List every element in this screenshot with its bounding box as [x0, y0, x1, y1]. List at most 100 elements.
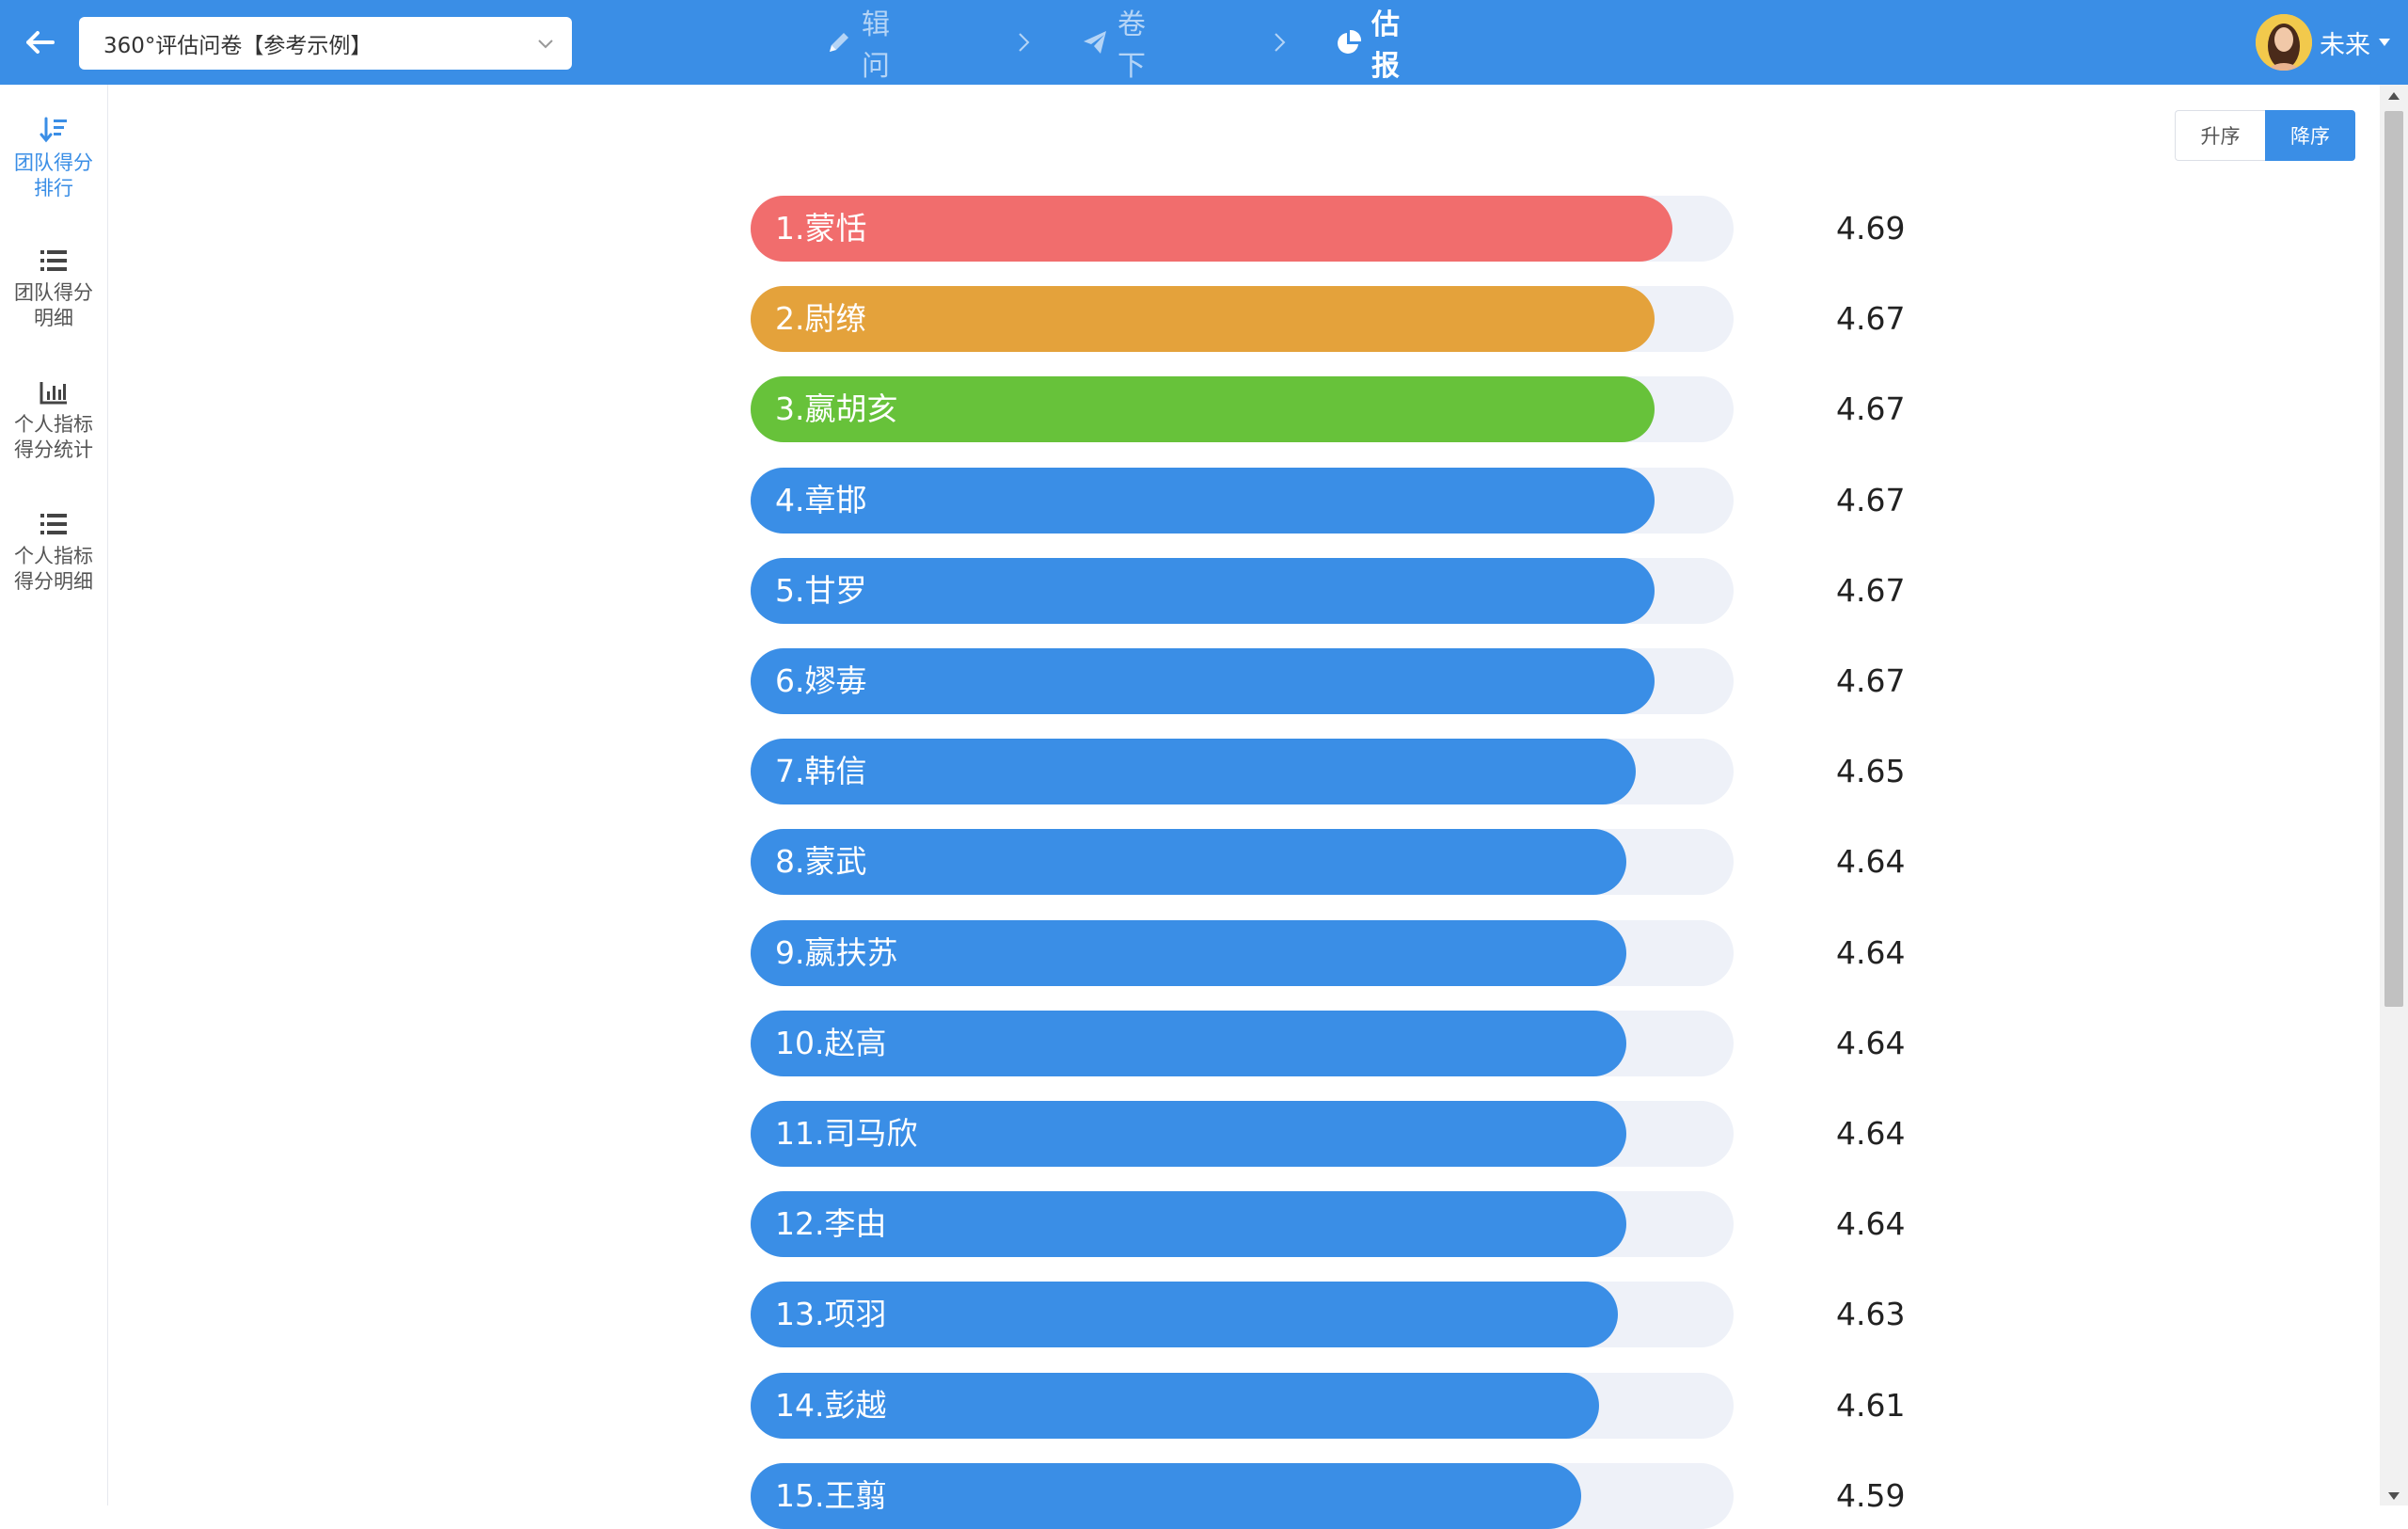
vertical-scrollbar[interactable]: [2380, 85, 2408, 1505]
ranking-row: 6.嫪毐 4.67: [751, 648, 1905, 714]
member-name-label: 15.王翦: [775, 1477, 887, 1514]
ranking-row: 7.韩信 4.65: [751, 739, 1905, 804]
score-value: 4.67: [1836, 390, 1906, 427]
step-label: 问卷下发: [1117, 8, 1146, 124]
sidebar-item-label: 团队得分明细: [14, 281, 93, 329]
score-value: 4.67: [1836, 300, 1906, 337]
score-bar: [751, 196, 1672, 262]
back-button[interactable]: [19, 21, 62, 64]
ranking-row: 11.司马欣 4.64: [751, 1101, 1905, 1167]
ranking-row: 10.赵高 4.64: [751, 1011, 1905, 1076]
score-value: 4.61: [1836, 1387, 1906, 1424]
score-bar: [751, 829, 1626, 895]
score-value: 4.64: [1836, 1205, 1906, 1242]
sidebar-item-label: 团队得分排行: [14, 151, 93, 199]
sidebar-item-label: 个人指标得分明细: [14, 545, 93, 593]
score-bar: [751, 286, 1655, 352]
ranking-row: 13.项羽 4.63: [751, 1282, 1905, 1347]
score-bar: [751, 1282, 1618, 1347]
ranking-row: 12.李由 4.64: [751, 1191, 1905, 1257]
sort-descending-button[interactable]: 降序: [2265, 110, 2355, 161]
member-name-label: 7.韩信: [775, 753, 867, 789]
ranking-row: 8.蒙武 4.64: [751, 829, 1905, 895]
score-bar: [751, 739, 1636, 804]
member-name-label: 1.蒙恬: [775, 210, 867, 247]
sidebar-item-team-details[interactable]: 团队得分明细: [0, 248, 107, 331]
score-value: 4.64: [1836, 934, 1906, 971]
ranking-row: 1.蒙恬 4.69: [751, 196, 1905, 262]
list-icon: [40, 250, 67, 271]
sort-descending-icon: [40, 117, 67, 143]
ranking-row: 14.彭越 4.61: [751, 1373, 1905, 1439]
score-bar: [751, 648, 1655, 714]
member-name-label: 4.章邯: [775, 482, 867, 518]
score-bar: [751, 1373, 1599, 1439]
chevron-right-icon: [1275, 33, 1286, 52]
scrollbar-thumb[interactable]: [2384, 111, 2403, 1007]
step-label: 评估报告: [1371, 8, 1400, 124]
caret-down-icon: [2379, 39, 2390, 46]
paper-plane-icon: [1082, 29, 1108, 56]
scroll-down-arrow-icon[interactable]: [2388, 1492, 2400, 1500]
score-value: 4.67: [1836, 572, 1906, 609]
member-name-label: 9.嬴扶苏: [775, 934, 898, 971]
score-value: 4.67: [1836, 662, 1906, 699]
member-name-label: 11.司马欣: [775, 1115, 918, 1152]
scroll-up-arrow-icon[interactable]: [2388, 92, 2400, 100]
score-value: 4.64: [1836, 1115, 1906, 1152]
sidebar-item-team-ranking[interactable]: 团队得分排行: [0, 117, 107, 201]
sidebar-item-individual-statistics[interactable]: 个人指标得分统计: [0, 380, 107, 463]
top-navigation-bar: 360°评估问卷【参考示例】 编辑问卷 问卷下发: [0, 0, 2408, 124]
score-bar: [751, 558, 1655, 624]
user-name: 未来: [2320, 30, 2370, 60]
score-bar: [751, 376, 1655, 442]
score-value: 4.67: [1836, 482, 1906, 518]
step-assessment-report[interactable]: 评估报告: [1336, 0, 1400, 124]
score-value: 4.64: [1836, 1025, 1906, 1061]
score-bar: [751, 1101, 1626, 1167]
score-value: 4.63: [1836, 1296, 1906, 1332]
ranking-row: 3.嬴胡亥 4.67: [751, 376, 1905, 442]
member-name-label: 2.尉缭: [775, 300, 867, 337]
survey-select-value: 360°评估问卷【参考示例】: [103, 34, 372, 58]
survey-select[interactable]: 360°评估问卷【参考示例】: [79, 17, 572, 70]
step-label: 编辑问卷: [862, 8, 890, 124]
user-menu[interactable]: 未来: [2256, 13, 2391, 72]
score-bar: [751, 1191, 1626, 1257]
member-name-label: 5.甘罗: [775, 572, 867, 609]
member-name-label: 3.嬴胡亥: [775, 390, 898, 427]
member-name-label: 12.李由: [775, 1205, 887, 1242]
sort-ascending-button[interactable]: 升序: [2175, 110, 2265, 161]
step-edit-survey[interactable]: 编辑问卷: [826, 0, 890, 124]
team-ranking-panel: 升序 降序 1.蒙恬 4.69 2.尉缭 4.67 3.嬴胡亥 4.67 4.章邯 4.67 5…: [108, 85, 2380, 1529]
score-value: 4.59: [1836, 1477, 1906, 1514]
arrow-left-icon: [26, 31, 55, 54]
sort-toggle: 升序 降序: [2175, 110, 2355, 161]
sidebar-item-individual-details[interactable]: 个人指标得分明细: [0, 512, 107, 595]
score-bar: [751, 468, 1655, 534]
pie-chart-icon: [1336, 29, 1362, 56]
chevron-down-icon: [538, 40, 553, 49]
ranking-row: 5.甘罗 4.67: [751, 558, 1905, 624]
avatar: [2256, 14, 2312, 71]
member-name-label: 13.项羽: [775, 1296, 887, 1332]
member-name-label: 10.赵高: [775, 1025, 887, 1061]
member-name-label: 6.嫪毐: [775, 662, 867, 699]
score-bar: [751, 920, 1626, 986]
member-name-label: 8.蒙武: [775, 843, 867, 880]
ranking-row: 15.王翦 4.59: [751, 1463, 1905, 1529]
score-value: 4.64: [1836, 843, 1906, 880]
pencil-icon: [826, 29, 852, 56]
bar-chart-icon: [40, 382, 67, 405]
ranking-row: 2.尉缭 4.67: [751, 286, 1905, 352]
score-value: 4.65: [1836, 753, 1906, 789]
report-sidebar: 团队得分排行 团队得分明细 个人指标得分统计 个人指标得分明细: [0, 85, 108, 1505]
ranking-row: 4.章邯 4.67: [751, 468, 1905, 534]
score-bar: [751, 1011, 1626, 1076]
score-value: 4.69: [1836, 210, 1906, 247]
sidebar-item-label: 个人指标得分统计: [14, 413, 93, 461]
list-icon: [40, 514, 67, 534]
ranking-row: 9.嬴扶苏 4.64: [751, 920, 1905, 986]
step-distribute-survey[interactable]: 问卷下发: [1082, 0, 1146, 124]
member-name-label: 14.彭越: [775, 1387, 887, 1424]
